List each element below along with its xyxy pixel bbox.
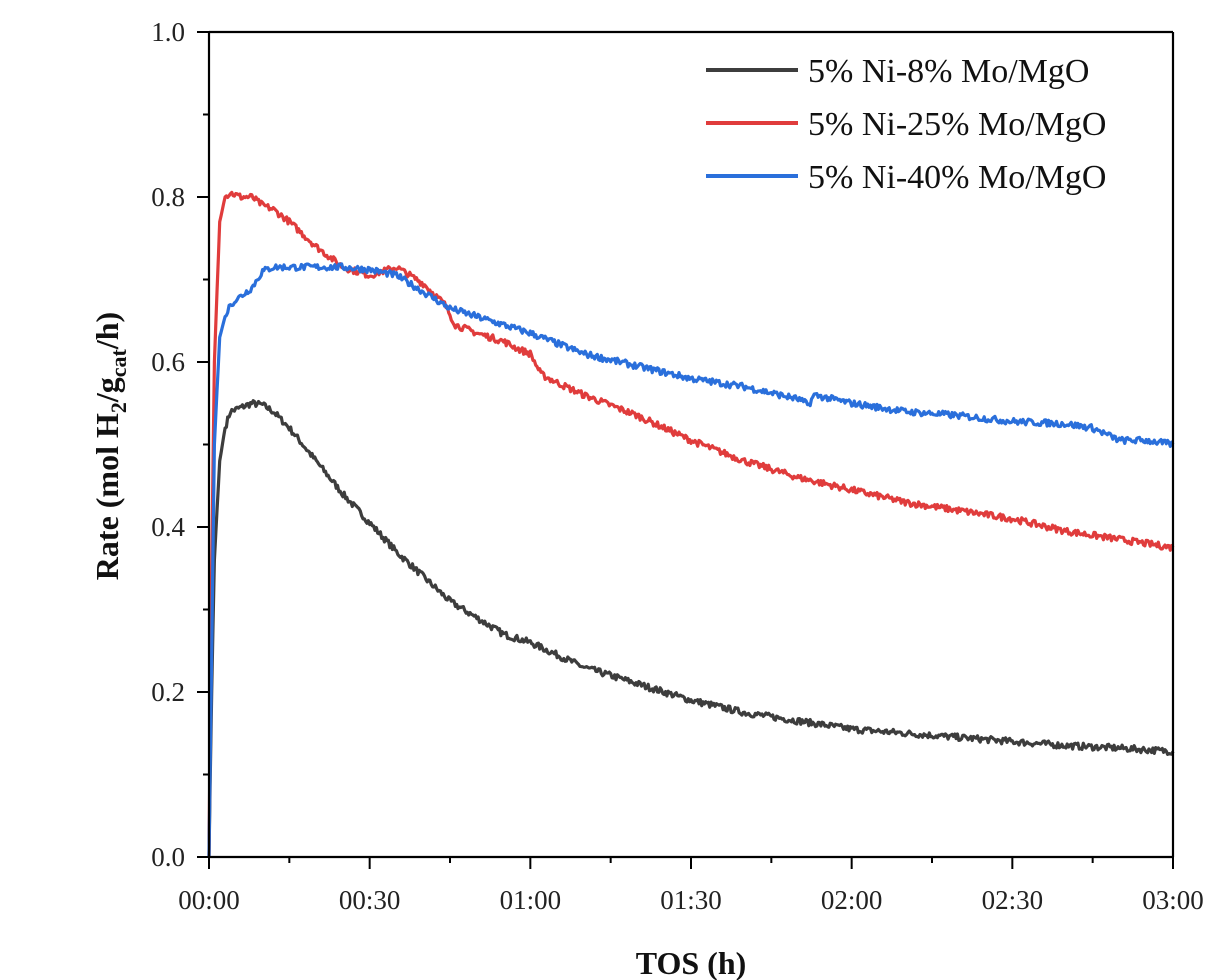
series-line-1 (207, 399, 1175, 858)
y-axis-title-suffix: /h) (89, 312, 125, 350)
plot-lines (207, 190, 1175, 858)
legend: 5% Ni-8% Mo/MgO 5% Ni-25% Mo/MgO 5% Ni-40%… (706, 53, 1106, 196)
ticks (197, 31, 1174, 869)
series-line-2 (207, 190, 1175, 858)
y-tick-label: 1.0 (151, 17, 185, 47)
y-axis-title-sub2: cat (106, 348, 131, 377)
series-line-3 (207, 262, 1175, 858)
y-tick-label: 0.2 (151, 677, 185, 707)
y-axis-title: Rate (mol H2/gcat/h) (89, 312, 131, 580)
y-axis-title-sub1: 2 (106, 402, 131, 413)
x-tick-label: 01:30 (660, 885, 722, 915)
y-axis-title-mid: /g (89, 377, 125, 403)
x-axis-title: TOS (h) (636, 945, 747, 980)
y-tick-label: 0.4 (151, 512, 185, 542)
tick-labels: 00:00 00:30 01:00 01:30 02:00 02:30 03:00 0.0 0.… (151, 17, 1204, 915)
x-tick-label: 02:00 (821, 885, 883, 915)
y-axis-title-prefix: Rate (mol H (89, 413, 125, 580)
x-tick-label: 02:30 (982, 885, 1044, 915)
x-tick-label: 03:00 (1142, 885, 1204, 915)
y-tick-label: 0.8 (151, 182, 185, 212)
x-tick-label: 00:30 (339, 885, 401, 915)
x-tick-label: 00:00 (178, 885, 240, 915)
y-tick-label: 0.0 (151, 842, 185, 872)
x-tick-label: 01:00 (500, 885, 562, 915)
legend-label-3: 5% Ni-40% Mo/MgO (808, 159, 1106, 196)
legend-label-1: 5% Ni-8% Mo/MgO (808, 53, 1089, 90)
legend-label-2: 5% Ni-25% Mo/MgO (808, 106, 1106, 143)
y-tick-label: 0.6 (151, 347, 185, 377)
